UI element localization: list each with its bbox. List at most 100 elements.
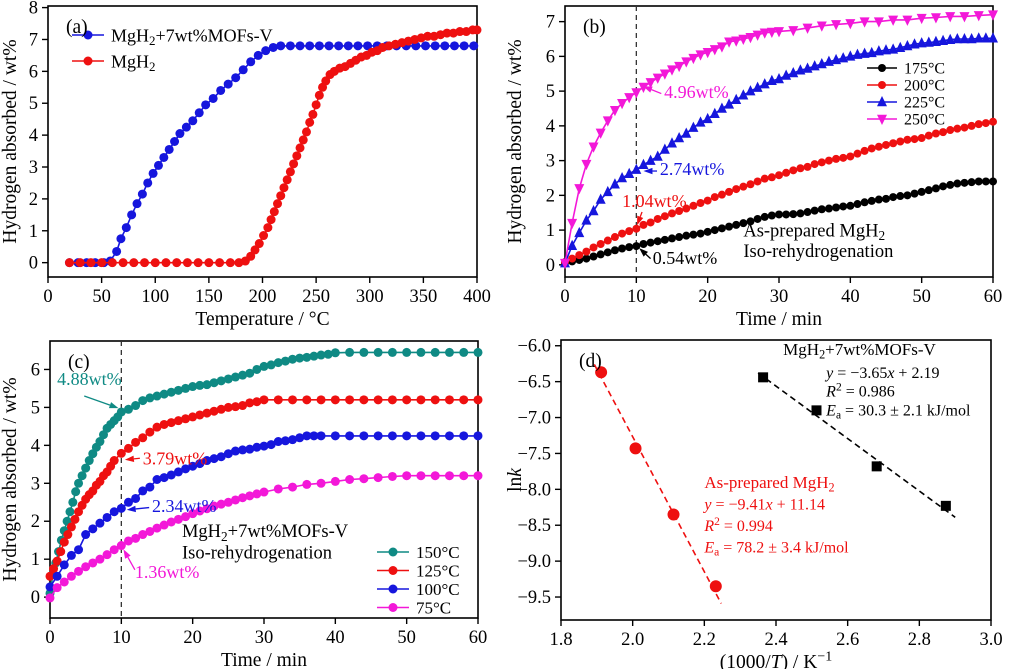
data-point (402, 347, 412, 357)
data-point (609, 105, 620, 117)
axes: 0 50 100 150 200 250 300 350 400 0 1 2 3 4 5 6 7 8 Tempera… (0, 0, 491, 330)
data-point (646, 218, 655, 227)
data-point (52, 556, 62, 566)
data-point (181, 464, 191, 474)
data-point (444, 431, 454, 441)
annotation: R2 = 0.994 (703, 516, 773, 535)
annotation: R2 = 0.986 (825, 382, 895, 401)
data-point (638, 158, 649, 170)
annotation-label: 1.36wt% (135, 562, 200, 582)
data-point (931, 129, 940, 138)
data-point (581, 214, 592, 225)
y-tick-label: 6 (546, 47, 555, 67)
data-point (216, 85, 226, 95)
legend-label: MgH2 (111, 51, 156, 74)
data-point (334, 41, 344, 51)
data-point (430, 471, 440, 481)
data-point (838, 52, 849, 63)
data-point (138, 396, 148, 406)
data-point (70, 514, 80, 524)
legend-sample-marker (388, 547, 398, 557)
data-point (59, 560, 69, 570)
data-point (709, 107, 720, 118)
data-point (387, 471, 397, 481)
series-mgh-2 (64, 25, 482, 268)
data-point (888, 15, 899, 26)
data-point (402, 431, 412, 441)
annotation-label: 4.96wt% (664, 82, 729, 102)
data-point (238, 370, 248, 380)
x-tick-label: 50 (912, 287, 931, 307)
y-tick-label: 4 (546, 117, 555, 137)
data-point (811, 405, 822, 416)
data-point (753, 214, 762, 223)
data-point (223, 497, 233, 507)
panel-b-mgh2-iso-rehydrogenation-chart: 0 10 20 30 40 50 60 0 1 2 3 4 5 6 7 Time / min Hydrogen … (505, 5, 1002, 330)
data-point (846, 201, 855, 210)
panel-letter: (a) (66, 17, 88, 38)
data-point (710, 226, 719, 235)
data-point (173, 385, 183, 395)
data-point (402, 471, 412, 481)
data-point (140, 258, 150, 268)
data-point (285, 41, 295, 51)
data-point (181, 414, 191, 424)
data-point (86, 258, 96, 268)
data-point (81, 463, 91, 473)
data-point (660, 235, 669, 244)
data-point (430, 347, 440, 357)
data-point (989, 177, 997, 186)
data-point (745, 33, 756, 44)
data-point (917, 187, 926, 196)
data-point (959, 12, 970, 23)
data-point (774, 27, 784, 38)
data-point (209, 378, 219, 388)
data-point (416, 431, 426, 441)
data-point (810, 160, 819, 169)
data-point (896, 192, 905, 201)
data-point (209, 501, 219, 511)
y-tick-label: 1 (31, 550, 40, 570)
y-tick-label: −6.0 (517, 337, 551, 357)
annotation: As-prepared MgH2 (743, 221, 885, 243)
data-point (261, 46, 271, 56)
data-point (910, 189, 919, 198)
data-point (345, 475, 355, 484)
data-point (363, 41, 373, 51)
data-point (588, 142, 599, 153)
annotation: 4.96wt% (643, 82, 729, 102)
data-point (739, 219, 748, 228)
data-point (981, 119, 990, 128)
y-tick-label: −7.5 (517, 444, 551, 464)
data-point (280, 356, 290, 366)
data-point (223, 402, 233, 412)
data-point (181, 122, 191, 132)
data-point (188, 382, 198, 392)
data-point (143, 178, 153, 188)
data-point (280, 436, 290, 446)
data-point (625, 243, 634, 252)
data-point (940, 500, 951, 511)
data-point (74, 566, 84, 576)
annotation-label: As-prepared MgH2 (704, 473, 834, 494)
data-point (223, 449, 233, 459)
data-point (759, 78, 770, 89)
data-point (974, 120, 983, 129)
series-225-c (560, 32, 998, 268)
annotation: Iso-rehydrogenation (182, 543, 332, 563)
data-point (116, 448, 126, 458)
data-point (652, 150, 663, 161)
data-point (266, 440, 276, 450)
data-point (882, 140, 890, 149)
data-point (960, 123, 969, 132)
data-point (939, 128, 948, 137)
data-point (259, 361, 269, 371)
data-point (696, 198, 705, 207)
data-point (74, 478, 84, 488)
data-point (345, 347, 355, 357)
annotation-arrow-line (127, 556, 136, 571)
legend-sample-marker (877, 96, 887, 107)
x-tick-label: 2.4 (764, 630, 787, 650)
data-point (444, 395, 454, 405)
annotation-arrowhead (108, 402, 119, 409)
